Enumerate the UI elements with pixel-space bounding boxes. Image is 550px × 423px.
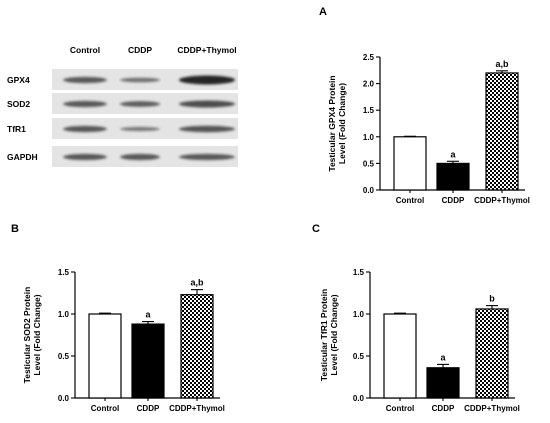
y-tick-label: 2.5 xyxy=(363,53,375,62)
bar xyxy=(436,162,470,191)
chart-panel-c: C Testicular TfR1 ProteinLevel (Fold Chan… xyxy=(312,223,520,413)
y-tick-label: 1.5 xyxy=(58,268,70,277)
panel-letter: C xyxy=(312,223,320,235)
blot-band xyxy=(179,153,235,161)
bar xyxy=(485,72,519,191)
x-tick-label: Control xyxy=(91,404,119,413)
blot-band xyxy=(179,125,235,133)
significance-label: a xyxy=(440,352,446,362)
bar xyxy=(131,323,165,399)
blot-band xyxy=(120,101,160,107)
y-tick-label: 1.0 xyxy=(363,133,375,142)
x-tick-label: CDDP+Thymol xyxy=(169,404,225,413)
blot-band xyxy=(63,100,107,108)
blot-band xyxy=(63,125,107,133)
chart-panel-a: A Testicular GPX4 ProteinLevel (Fold Chan… xyxy=(319,6,530,205)
western-blot: Control CDDP CDDP+Thymol GPX4 SOD2 TfR1 GAPDH xyxy=(7,45,238,167)
x-tick-label: CDDP xyxy=(442,196,465,205)
y-tick-label: 1.5 xyxy=(353,268,365,277)
y-tick-label: 1.0 xyxy=(58,310,70,319)
y-axis-label: Testicular GPX4 ProteinLevel (Fold Chang… xyxy=(327,75,347,171)
blot-band xyxy=(179,100,235,108)
blot-band xyxy=(179,75,235,85)
chart-panel-b: B Testicular SOD2 ProteinLevel (Fold Chan… xyxy=(11,223,225,413)
blot-band xyxy=(120,126,160,132)
y-tick-label: 1.5 xyxy=(363,106,375,115)
y-tick-label: 1.0 xyxy=(353,310,365,319)
panel-letter: A xyxy=(319,6,327,18)
blot-band xyxy=(63,153,107,161)
blot-band xyxy=(63,76,107,84)
blot-row-label: GAPDH xyxy=(7,152,38,162)
y-tick-label: 0.5 xyxy=(58,352,70,361)
x-tick-label: CDDP xyxy=(137,404,160,413)
bar xyxy=(393,136,427,191)
significance-label: a xyxy=(145,310,151,320)
y-axis-label: Testicular SOD2 ProteinLevel (Fold Chang… xyxy=(22,287,42,384)
y-axis-label-line: Level (Fold Change) xyxy=(32,294,42,375)
bar xyxy=(88,313,122,399)
blot-row-label: SOD2 xyxy=(7,99,30,109)
y-axis-label-line: Testicular GPX4 Protein xyxy=(327,75,337,171)
x-tick-label: Control xyxy=(396,196,424,205)
y-tick-label: 0.0 xyxy=(353,394,365,403)
blot-row-label: TfR1 xyxy=(7,124,26,134)
significance-label: a,b xyxy=(495,59,509,69)
panel-letter: B xyxy=(11,223,19,235)
x-tick-label: CDDP xyxy=(432,404,455,413)
y-axis-label-line: Testicular SOD2 Protein xyxy=(22,287,32,384)
x-tick-label: CDDP+Thymol xyxy=(464,404,520,413)
blot-column-label: CDDP xyxy=(128,45,152,55)
blot-column-label: CDDP+Thymol xyxy=(177,45,236,55)
bar xyxy=(426,367,460,399)
significance-label: a,b xyxy=(190,278,204,288)
y-axis-label-line: Testicular TfR1 Protein xyxy=(319,289,329,381)
blot-band xyxy=(120,153,160,161)
y-tick-label: 2.0 xyxy=(363,80,375,89)
significance-label: b xyxy=(489,294,495,304)
y-axis-label-line: Level (Fold Change) xyxy=(337,83,347,164)
blot-row-label: GPX4 xyxy=(7,75,30,85)
y-axis-label-line: Level (Fold Change) xyxy=(329,294,339,375)
y-axis-label: Testicular TfR1 ProteinLevel (Fold Chang… xyxy=(319,289,339,381)
y-tick-label: 0.5 xyxy=(353,352,365,361)
x-tick-label: Control xyxy=(386,404,414,413)
blot-band xyxy=(120,77,160,83)
blot-column-label: Control xyxy=(70,45,100,55)
bar xyxy=(180,294,214,399)
bar xyxy=(383,313,417,399)
x-tick-label: CDDP+Thymol xyxy=(474,196,530,205)
y-tick-label: 0.5 xyxy=(363,159,375,168)
bar xyxy=(475,308,509,399)
y-tick-label: 0.0 xyxy=(58,394,70,403)
significance-label: a xyxy=(450,149,456,159)
y-tick-label: 0.0 xyxy=(363,186,375,195)
